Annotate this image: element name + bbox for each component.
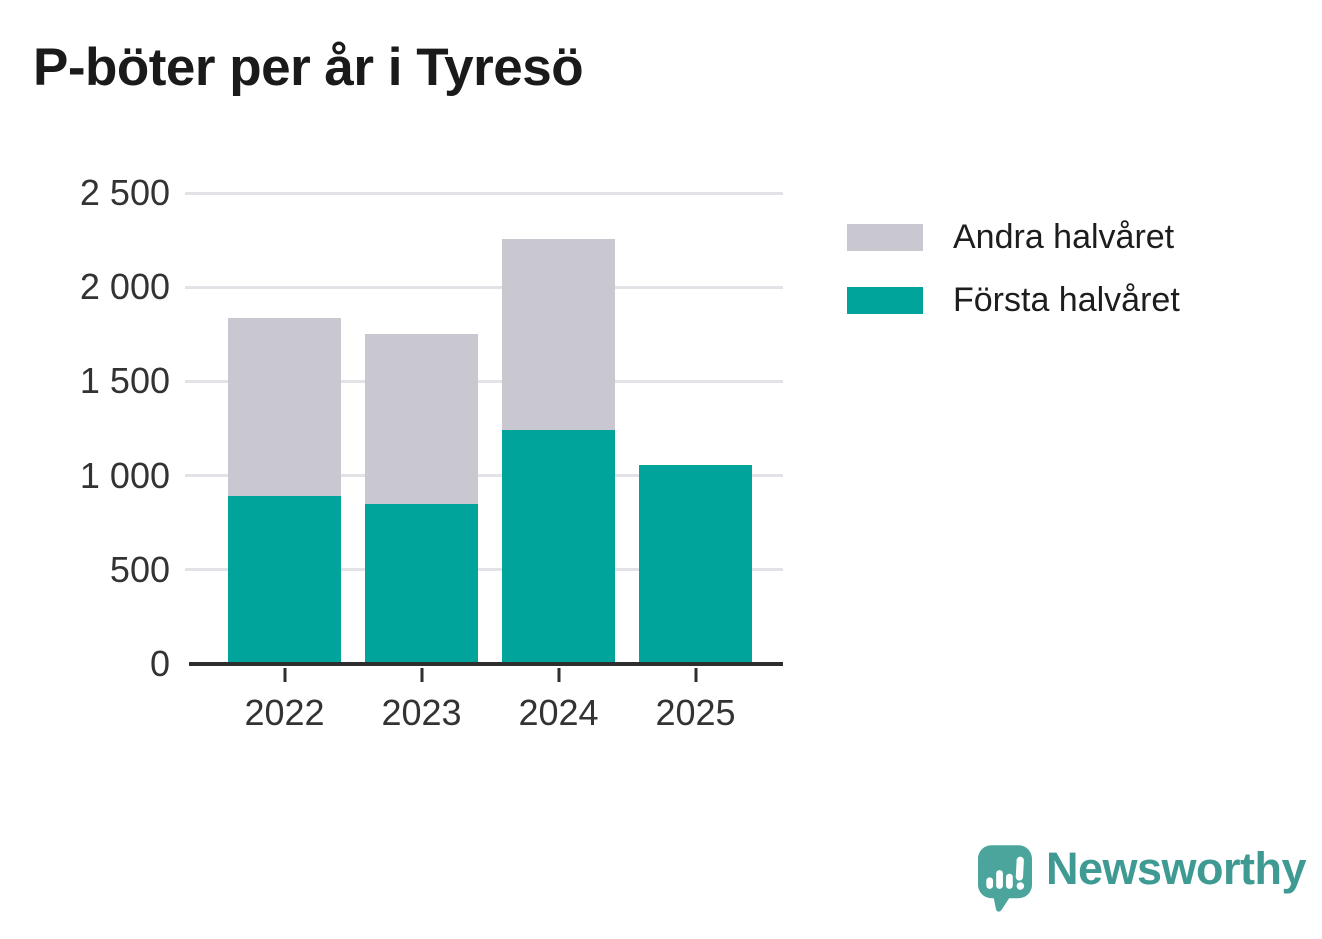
x-axis-tick-label: 2025 [655, 692, 736, 733]
gridline-1500 [185, 379, 783, 383]
bar-group-2022: 2022 [228, 193, 341, 731]
brand-wordmark: Newsworthy [1046, 843, 1307, 894]
x-axis-line [189, 662, 783, 666]
bar-group-2023: 2023 [365, 193, 478, 731]
x-axis-tick [557, 668, 560, 682]
gridline-1000 [185, 474, 783, 478]
logo-bar-tall [996, 870, 1003, 889]
chart-title: P-böter per år i Tyresö [33, 38, 584, 97]
y-axis-tick-label: 2 000 [79, 266, 170, 308]
x-axis-tick [694, 668, 697, 682]
legend-swatch [847, 223, 923, 251]
logo-bar-medium [1006, 873, 1013, 889]
bar-segment-f-rsta-halv-ret [228, 496, 341, 664]
logo-bar-short [986, 877, 994, 889]
bar-group-2024: 2024 [502, 193, 615, 731]
y-axis-tick-label: 1 000 [79, 454, 170, 496]
legend: Andra halvåret Första halvåret [847, 220, 1180, 346]
y-axis-tick-label: 1 500 [79, 360, 170, 402]
x-axis-tick-label: 2022 [244, 692, 325, 733]
bar-segment-andra-halv-ret [502, 239, 615, 431]
bar-segment-andra-halv-ret [365, 334, 478, 504]
x-axis-tick [283, 668, 286, 682]
bar-segment-andra-halv-ret [228, 318, 341, 497]
plot-area: 2022 2023 2024 2025 [185, 191, 783, 731]
bar-segment-f-rsta-halv-ret [365, 503, 478, 664]
legend-swatch [847, 286, 923, 314]
logo-exclamation-dot [1016, 882, 1025, 890]
logo-exclamation-bar [1015, 856, 1024, 881]
y-axis-tick-label: 0 [149, 643, 170, 684]
legend-row-0: Andra halvåret [847, 220, 1180, 254]
x-axis-tick-label: 2023 [381, 692, 462, 733]
gridline-2500 [185, 191, 783, 195]
brand-footer: Newsworthy [978, 843, 1307, 914]
x-axis-tick-label: 2024 [518, 692, 599, 733]
y-axis: 0 500 1 000 1 500 2 000 2 500 [20, 172, 170, 684]
bar-group-2025: 2025 [639, 193, 752, 731]
legend-row-1: Första halvåret [847, 283, 1180, 317]
y-axis-tick-label: 500 [109, 548, 170, 590]
x-axis-tick [420, 668, 423, 682]
bar-segment-f-rsta-halv-ret [502, 430, 615, 664]
bars-layer: 2022 2023 2024 2025 [228, 193, 752, 731]
gridline-500 [185, 568, 783, 572]
gridline-2000 [185, 285, 783, 289]
newsworthy-logo-icon [978, 845, 1032, 912]
bar-segment-f-rsta-halv-ret [639, 465, 752, 664]
legend-label: Första halvåret [953, 281, 1180, 319]
y-axis-tick-label: 2 500 [79, 172, 170, 213]
legend-label: Andra halvåret [953, 218, 1175, 256]
